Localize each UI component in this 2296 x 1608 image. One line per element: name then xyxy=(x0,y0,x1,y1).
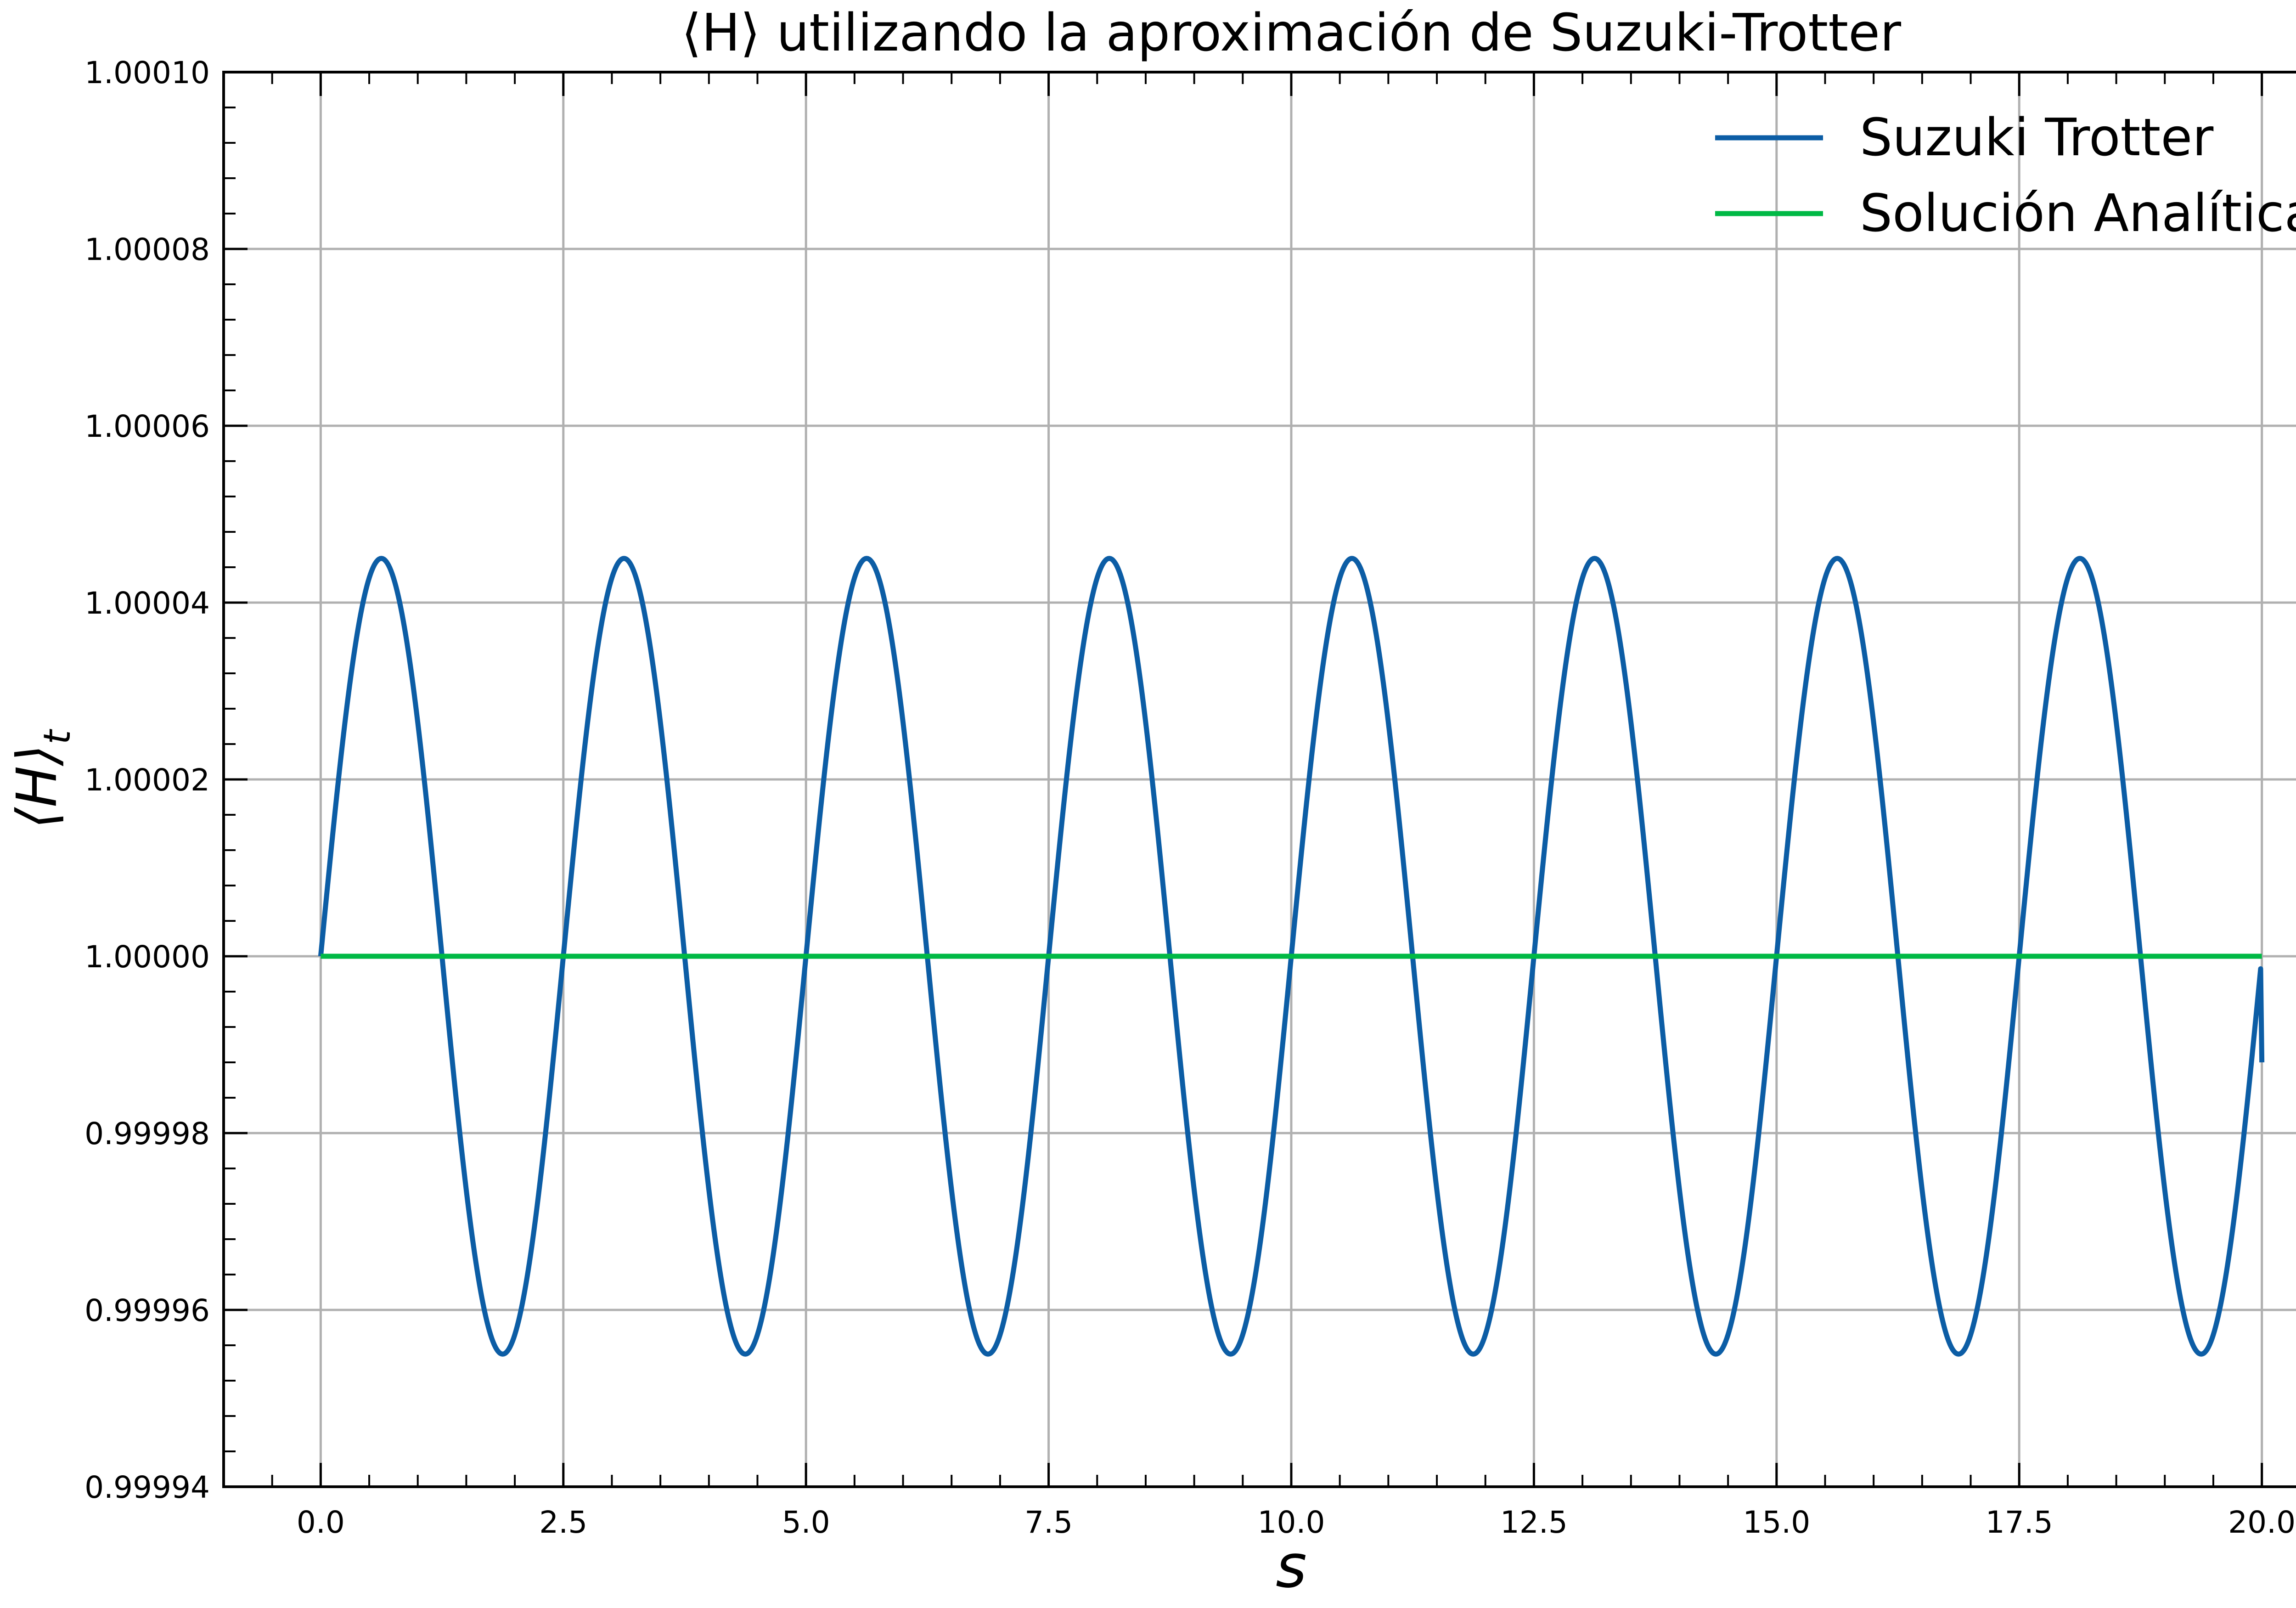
y-tick-label: 1.00008 xyxy=(84,232,210,267)
y-axis-label-main: ⟨H⟩ xyxy=(6,745,69,829)
y-axis-label: ⟨H⟩t xyxy=(6,729,79,829)
y-tick-label: 1.00000 xyxy=(84,939,210,975)
x-tick-label: 10.0 xyxy=(1258,1505,1325,1540)
y-tick-label: 1.00006 xyxy=(84,409,210,444)
x-axis-label: s xyxy=(1276,1531,1307,1601)
x-tick-label: 0.0 xyxy=(297,1505,345,1540)
x-tick-label: 15.0 xyxy=(1743,1505,1810,1540)
x-tick-label: 5.0 xyxy=(782,1505,830,1540)
y-tick-label: 0.99994 xyxy=(84,1470,210,1505)
y-tick-label: 1.00004 xyxy=(84,586,210,621)
legend: Suzuki Trotter Solución Analítica xyxy=(1715,108,2296,243)
x-tick-label: 17.5 xyxy=(1986,1505,2053,1540)
x-tick-label: 20.0 xyxy=(2228,1505,2296,1540)
chart-title: ⟨H⟩ utilizando la aproximación de Suzuki… xyxy=(681,3,1902,63)
legend-label: Suzuki Trotter xyxy=(1860,108,2214,168)
ticks xyxy=(224,71,2263,1488)
y-tick-label: 0.99998 xyxy=(84,1116,210,1151)
x-tick-label: 7.5 xyxy=(1024,1505,1073,1540)
y-axis-label-subscript: t xyxy=(36,729,79,745)
legend-label: Solución Analítica xyxy=(1860,184,2296,243)
y-tick-label: 0.99996 xyxy=(84,1293,210,1328)
series-group xyxy=(318,556,2265,1357)
x-tick-label: 2.5 xyxy=(539,1505,587,1540)
y-tick-label: 1.00002 xyxy=(84,762,210,798)
x-tick-label: 12.5 xyxy=(1500,1505,1568,1540)
y-tick-label: 1.00010 xyxy=(84,55,210,90)
tick-labels: 0.0 2.5 5.0 7.5 10.0 12.5 15.0 17.5 20.0 0.99994 0… xyxy=(84,55,2296,1540)
